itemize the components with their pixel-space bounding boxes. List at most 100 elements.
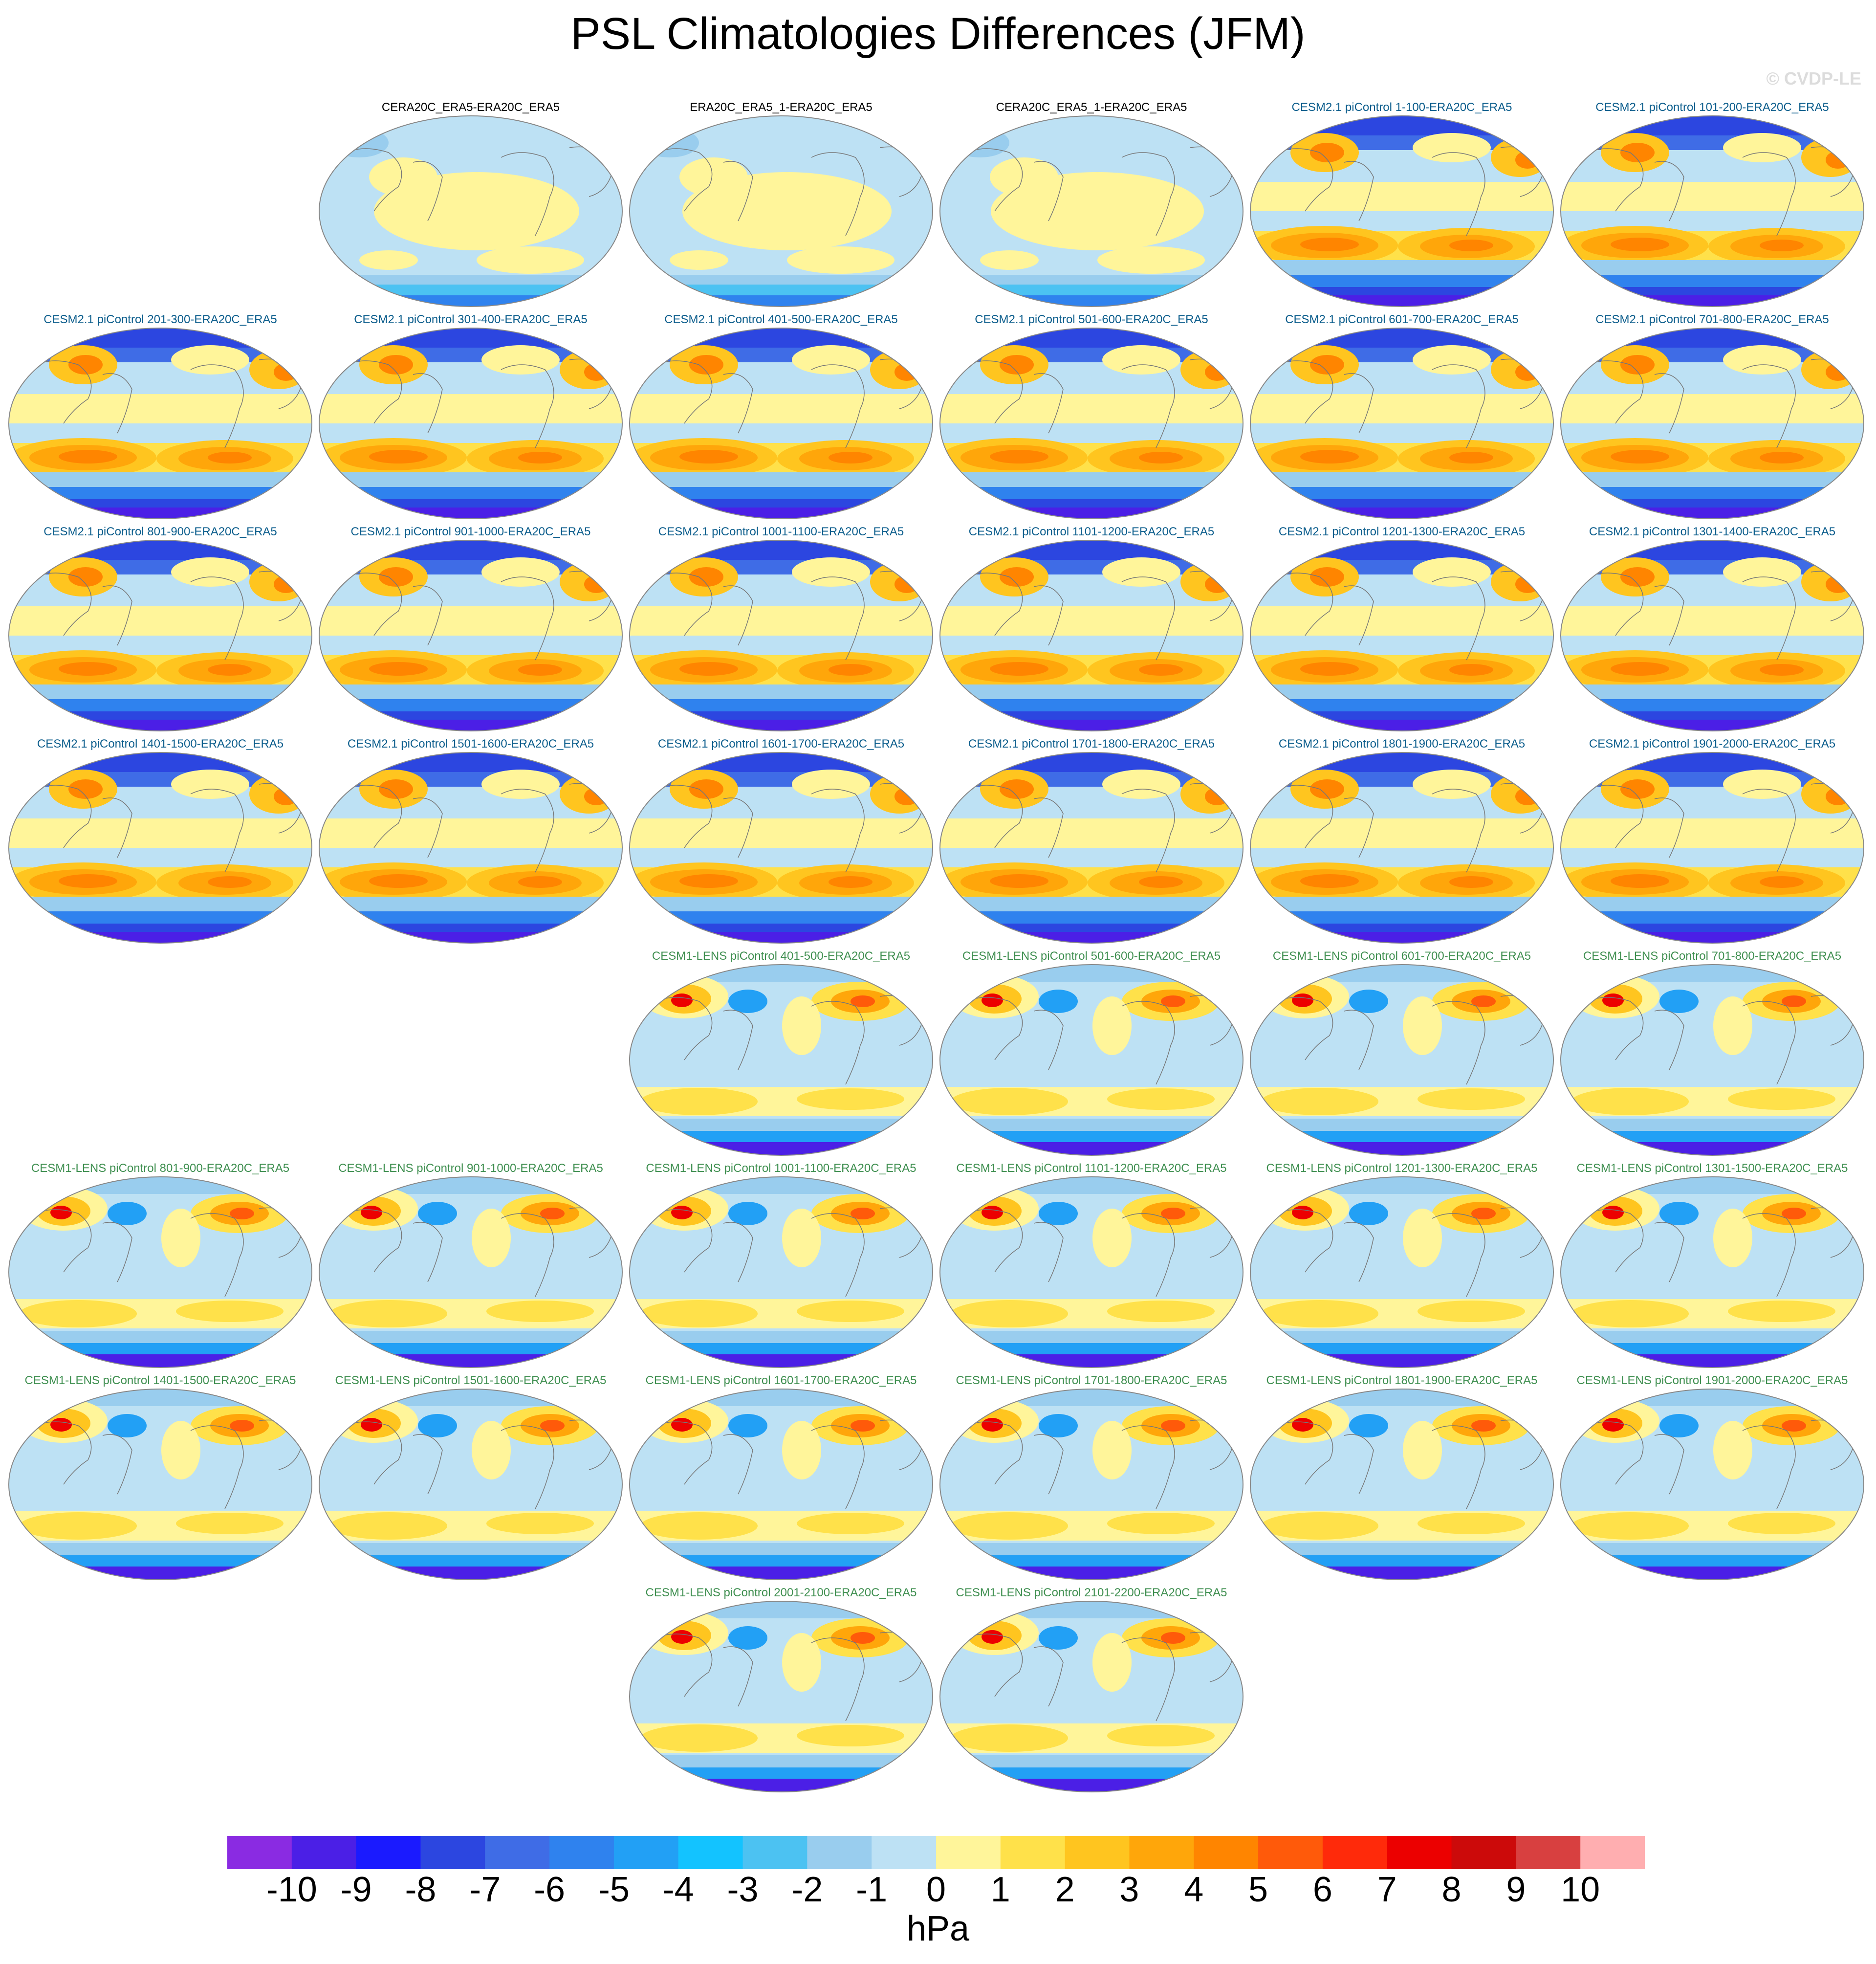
world-map (1250, 115, 1554, 307)
psl-field (1250, 540, 1553, 731)
panel-title: CESM2.1 piControl 501-600-ERA20C_ERA5 (975, 313, 1208, 326)
colorbar-tick-label: 2 (1055, 1870, 1075, 1909)
world-map (8, 1176, 312, 1368)
panel-title: CESM2.1 piControl 1601-1700-ERA20C_ERA5 (657, 737, 905, 750)
map-panel: CESM1-LENS piControl 401-500-ERA20C_ERA5 (626, 947, 937, 1157)
colorbar-tick-label: 4 (1184, 1870, 1204, 1909)
colorbar-tick-label: -2 (791, 1870, 823, 1909)
colorbar-swatch (1387, 1836, 1452, 1869)
psl-field (940, 752, 1243, 943)
colorbar-tick-label: -5 (598, 1870, 630, 1909)
psl-field (1250, 116, 1553, 307)
colorbar-swatch (807, 1836, 872, 1869)
map-panel: CESM2.1 piControl 1-100-ERA20C_ERA5 (1246, 98, 1557, 308)
map-panel: CESM1-LENS piControl 1001-1100-ERA20C_ER… (626, 1159, 937, 1369)
map-panel: CESM1-LENS piControl 601-700-ERA20C_ERA5 (1246, 947, 1557, 1157)
psl-field (630, 1177, 933, 1368)
world-map (629, 752, 933, 944)
world-map (629, 964, 933, 1156)
psl-field (940, 1601, 1243, 1792)
map-panel-grid: CERA20C_ERA5-ERA20C_ERA5 ERA20C_ERA5_1-ER… (5, 98, 1868, 1793)
panel-title: CESM2.1 piControl 1401-1500-ERA20C_ERA5 (37, 737, 284, 750)
panel-title: CESM1-LENS piControl 401-500-ERA20C_ERA5 (652, 949, 911, 963)
panel-title: CESM2.1 piControl 601-700-ERA20C_ERA5 (1285, 313, 1519, 326)
colorbar-swatch (936, 1836, 1001, 1869)
world-map (8, 540, 312, 731)
colorbar-tick-label: -3 (727, 1870, 759, 1909)
psl-field (630, 965, 933, 1155)
map-panel: CERA20C_ERA5-ERA20C_ERA5 (315, 98, 626, 308)
panel-title: CESM1-LENS piControl 501-600-ERA20C_ERA5 (962, 949, 1221, 963)
colorbar-tick-label: -10 (266, 1870, 317, 1909)
map-panel: CESM1-LENS piControl 2001-2100-ERA20C_ER… (626, 1583, 937, 1793)
psl-field (630, 328, 933, 519)
world-map (8, 1389, 312, 1580)
panel-title: CESM2.1 piControl 1801-1900-ERA20C_ERA5 (1278, 737, 1526, 750)
map-panel: CESM1-LENS piControl 701-800-ERA20C_ERA5 (1557, 947, 1868, 1157)
map-panel: CESM1-LENS piControl 901-1000-ERA20C_ERA… (315, 1159, 626, 1369)
colorbar-swatch (1129, 1836, 1194, 1869)
psl-field (9, 1177, 312, 1368)
panel-title: CESM2.1 piControl 1001-1100-ERA20C_ERA5 (658, 525, 904, 538)
panel-title: CESM2.1 piControl 1101-1200-ERA20C_ERA5 (968, 525, 1215, 538)
map-panel: CESM2.1 piControl 1801-1900-ERA20C_ERA5 (1246, 734, 1557, 945)
map-panel: CESM2.1 piControl 1101-1200-ERA20C_ERA5 (936, 522, 1247, 732)
panel-title: CESM1-LENS piControl 1001-1100-ERA20C_ER… (646, 1162, 916, 1175)
colorbar-tick-label: -9 (340, 1870, 372, 1909)
map-panel: CESM2.1 piControl 1001-1100-ERA20C_ERA5 (626, 522, 937, 732)
psl-field (940, 116, 1243, 307)
psl-field (1561, 540, 1864, 731)
colorbar-tick-label: 5 (1248, 1870, 1268, 1909)
map-panel: CESM1-LENS piControl 501-600-ERA20C_ERA5 (936, 947, 1247, 1157)
colorbar-swatch (227, 1836, 292, 1869)
world-map (319, 1389, 623, 1580)
colorbar-tick-label: 0 (926, 1870, 946, 1909)
psl-field (319, 1389, 622, 1580)
colorbar-tick-label: 1 (990, 1870, 1010, 1909)
panel-title: CESM2.1 piControl 1901-2000-ERA20C_ERA5 (1589, 737, 1836, 750)
psl-field (319, 328, 622, 519)
colorbar-swatch (1580, 1836, 1645, 1869)
panel-title: CESM2.1 piControl 801-900-ERA20C_ERA5 (44, 525, 277, 538)
psl-field (1561, 1177, 1864, 1368)
panel-title: CESM1-LENS piControl 1201-1300-ERA20C_ER… (1266, 1162, 1538, 1175)
psl-field (940, 1389, 1243, 1580)
psl-field (1561, 116, 1864, 307)
map-panel: CESM1-LENS piControl 1301-1500-ERA20C_ER… (1557, 1159, 1868, 1369)
map-panel: CESM1-LENS piControl 1401-1500-ERA20C_ER… (5, 1371, 316, 1581)
map-panel: CESM1-LENS piControl 1901-2000-ERA20C_ER… (1557, 1371, 1868, 1581)
world-map (8, 752, 312, 944)
cvdp-le-watermark: © CVDP-LE (1766, 68, 1861, 88)
colorbar-swatch (356, 1836, 421, 1869)
panel-title: CERA20C_ERA5_1-ERA20C_ERA5 (996, 101, 1187, 114)
panel-title: CESM1-LENS piControl 2001-2100-ERA20C_ER… (645, 1586, 917, 1599)
panel-title: CESM2.1 piControl 701-800-ERA20C_ERA5 (1595, 313, 1829, 326)
psl-field (940, 328, 1243, 519)
map-panel: CESM2.1 piControl 301-400-ERA20C_ERA5 (315, 310, 626, 520)
panel-title: CESM1-LENS piControl 801-900-ERA20C_ERA5 (31, 1162, 290, 1175)
panel-title: CESM2.1 piControl 1701-1800-ERA20C_ERA5 (968, 737, 1215, 750)
psl-field (1561, 965, 1864, 1155)
figure-title: PSL Climatologies Differences (JFM) (570, 9, 1306, 59)
world-map (1560, 1176, 1864, 1368)
psl-field (319, 116, 622, 307)
panel-title: CESM2.1 piControl 101-200-ERA20C_ERA5 (1595, 101, 1829, 114)
psl-field (630, 540, 933, 731)
world-map (1250, 328, 1554, 519)
panel-title: CESM2.1 piControl 1-100-ERA20C_ERA5 (1291, 101, 1512, 114)
colorbar (227, 1836, 1645, 1869)
panel-title: CESM2.1 piControl 1501-1600-ERA20C_ERA5 (347, 737, 594, 750)
colorbar-swatch (420, 1836, 485, 1869)
world-map (939, 1176, 1243, 1368)
world-map (319, 540, 623, 731)
psl-field (940, 965, 1243, 1155)
world-map (939, 752, 1243, 944)
colorbar-tick-label: 8 (1441, 1870, 1462, 1909)
map-panel: CESM1-LENS piControl 1601-1700-ERA20C_ER… (626, 1371, 937, 1581)
psl-field (940, 540, 1243, 731)
psl-field (1250, 752, 1553, 943)
panel-title: CESM1-LENS piControl 1401-1500-ERA20C_ER… (24, 1374, 296, 1387)
map-panel: CESM1-LENS piControl 1701-1800-ERA20C_ER… (936, 1371, 1247, 1581)
colorbar-swatch (1000, 1836, 1066, 1869)
world-map (1250, 1176, 1554, 1368)
